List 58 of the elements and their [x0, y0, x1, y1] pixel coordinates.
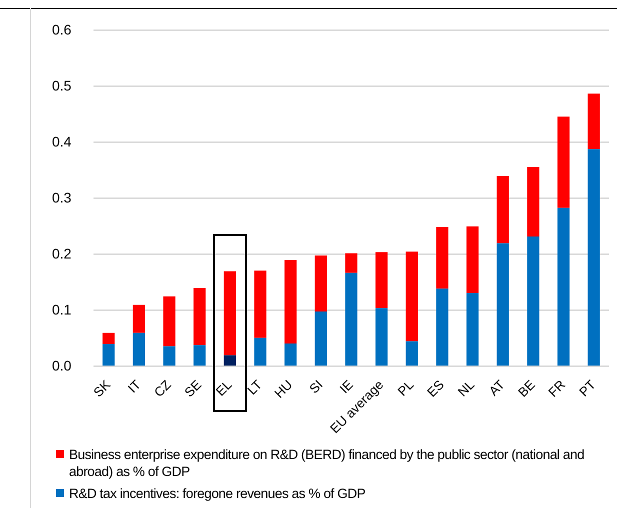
bar	[163, 346, 176, 366]
bar	[314, 256, 327, 312]
bar	[163, 296, 176, 346]
x-tick-label: EL	[212, 376, 235, 399]
bar	[496, 176, 509, 244]
x-tick-label: AT	[486, 376, 508, 399]
bar	[557, 116, 570, 208]
bar	[132, 332, 146, 366]
x-tick-label: PL	[394, 376, 417, 399]
x-tick-label: IT	[124, 376, 144, 396]
legend-label: R&D tax incentives: foregone revenues as % of GDP	[69, 485, 366, 502]
y-tick-label: 0.0	[52, 357, 72, 374]
bar	[406, 341, 418, 366]
legend-label: Business enterprise expenditure on R&D (BERD) financed by the public sector (national and abroad) as % of GDP	[69, 446, 586, 480]
bar	[345, 253, 358, 273]
x-tick-label: PT	[576, 376, 599, 400]
y-tick-label: 0.5	[52, 77, 72, 94]
bar	[466, 293, 479, 366]
y-tick-label: 0.4	[52, 133, 72, 150]
bar	[375, 308, 388, 366]
bar	[557, 208, 570, 366]
bar	[436, 288, 448, 366]
y-tick-label: 0.1	[52, 301, 72, 318]
bar	[527, 236, 540, 366]
x-tick-label: ES	[424, 376, 448, 400]
bar	[102, 344, 115, 366]
bar	[284, 260, 297, 344]
bar	[345, 272, 358, 366]
bar	[466, 226, 479, 294]
bar	[254, 338, 266, 366]
x-tick-label: NL	[454, 376, 478, 400]
y-tick-label: 0.3	[52, 189, 72, 206]
bar	[314, 312, 327, 366]
bar	[406, 252, 418, 342]
bar	[194, 345, 206, 366]
x-tick-label: SK	[90, 376, 114, 400]
bar	[527, 167, 540, 236]
bar	[436, 226, 448, 289]
x-tick-label: CZ	[151, 376, 174, 400]
y-tick-label: 0.2	[52, 245, 72, 262]
bar	[132, 304, 146, 333]
x-tick-label: HU	[271, 376, 296, 401]
x-tick-label: SI	[306, 376, 326, 396]
bar	[496, 243, 509, 366]
y-tick-label: 0.6	[52, 21, 72, 38]
bar	[224, 355, 236, 366]
bar	[254, 270, 266, 338]
bar	[375, 252, 388, 308]
bar	[102, 332, 115, 344]
x-tick-label: FR	[545, 376, 568, 400]
bar	[194, 288, 206, 346]
bar	[284, 343, 297, 366]
x-tick-label: BE	[514, 376, 538, 400]
bar	[588, 94, 600, 150]
bar	[224, 271, 236, 356]
x-tick-label: LT	[244, 376, 265, 398]
x-tick-label: SE	[181, 376, 204, 400]
bar	[588, 149, 600, 366]
